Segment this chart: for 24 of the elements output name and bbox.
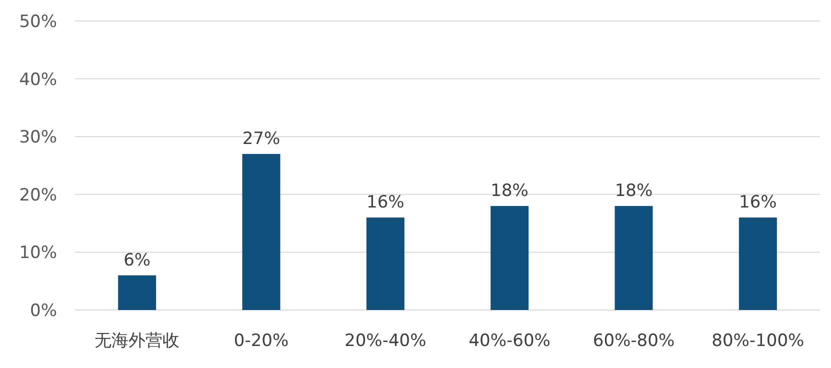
y-tick-label: 50% <box>19 12 57 32</box>
data-label: 27% <box>242 128 280 149</box>
data-label: 16% <box>366 192 404 213</box>
bar <box>490 206 529 310</box>
x-tick-label: 80%-100% <box>712 331 804 351</box>
bar <box>614 206 653 310</box>
bar <box>738 218 777 310</box>
bar <box>366 218 404 310</box>
data-label: 18% <box>490 180 528 201</box>
bar <box>118 275 156 310</box>
data-label: 18% <box>614 180 653 201</box>
y-tick-label: 30% <box>19 128 57 148</box>
x-tick-label: 20%-40% <box>344 331 426 351</box>
y-tick-label: 40% <box>19 70 57 90</box>
x-tick-label: 40%-60% <box>468 331 550 351</box>
bar <box>242 154 280 310</box>
data-label: 16% <box>739 192 777 213</box>
data-label: 6% <box>124 250 151 270</box>
x-tick-label: 无海外营收 <box>94 331 180 351</box>
y-tick-label: 0% <box>30 301 57 321</box>
y-tick-label: 10% <box>19 243 57 264</box>
y-tick-label: 20% <box>19 185 57 206</box>
x-tick-label: 0-20% <box>234 331 289 351</box>
x-tick-label: 60%-80% <box>592 331 675 351</box>
